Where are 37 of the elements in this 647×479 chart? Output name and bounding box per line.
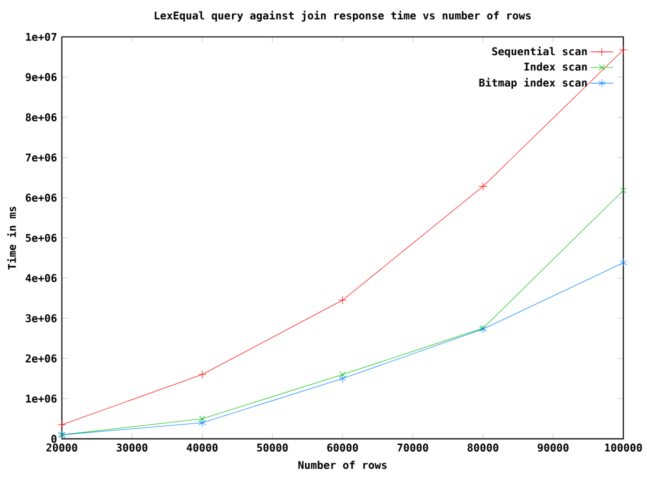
x-tick-label: 70000 (397, 444, 428, 452)
x-tick-label: 50000 (257, 444, 288, 452)
y-tick-label: 8e+06 (26, 113, 57, 122)
x-tick-label: 40000 (186, 444, 218, 452)
y-tick-label: 3e+06 (26, 314, 57, 322)
point (620, 258, 628, 268)
x-axis-title: Number of rows (298, 460, 387, 470)
point (198, 370, 206, 379)
y-tick-label: 0 (51, 434, 56, 443)
legend-label: Sequential scan (492, 46, 587, 58)
legend-label: Index scan (524, 62, 587, 71)
point (619, 46, 628, 54)
y-tick-label: 4e+06 (26, 274, 57, 282)
y-tick-label: 7e+06 (26, 154, 57, 162)
point (58, 420, 66, 430)
y-tick-label: 1e+06 (26, 394, 57, 403)
point (199, 416, 206, 422)
y-tick-label: 1e+07 (26, 32, 56, 42)
x-tick-label: 90000 (538, 444, 569, 452)
x-tick-label: 30000 (116, 444, 148, 452)
x-tick-label: 20000 (46, 444, 78, 452)
point (338, 296, 347, 305)
x-tick-label: 60000 (327, 444, 358, 452)
y-tick-label: 5e+06 (26, 234, 57, 242)
x-tick-label: 100000 (605, 444, 642, 452)
y-axis-title: Time in ms (7, 206, 16, 270)
y-tick-label: 2e+06 (26, 354, 57, 363)
point (338, 374, 346, 383)
point (340, 372, 346, 378)
point (620, 187, 626, 194)
y-tick-label: 6e+06 (26, 194, 57, 202)
legend-label: Bitmap index scan (479, 78, 587, 89)
y-tick-label: 9e+06 (26, 73, 57, 82)
chart-title: LexEqual query against join response time vs number of rows (154, 10, 531, 22)
x-tick-label: 80000 (468, 444, 498, 452)
point (478, 182, 488, 191)
point (198, 418, 206, 428)
